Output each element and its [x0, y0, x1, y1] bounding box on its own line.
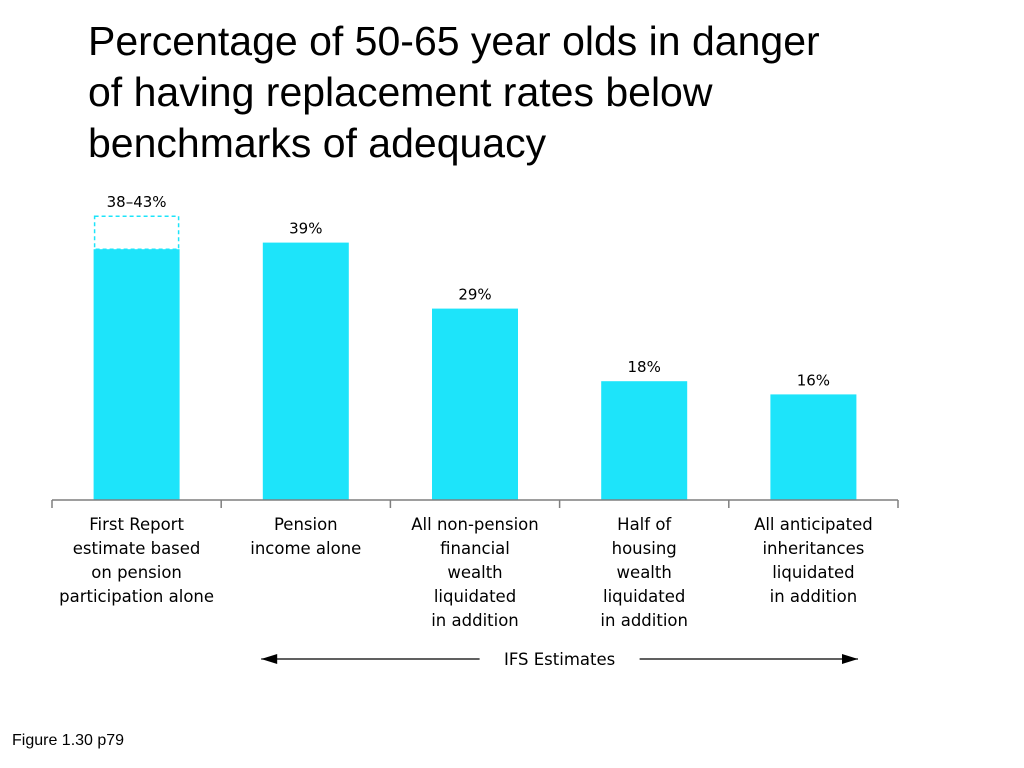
bar-3: [432, 308, 518, 500]
bar-chart: 38–43% First Report estimate based on pensi…: [51, 193, 899, 669]
page-title: Percentage of 50-65 year olds in danger …: [88, 16, 968, 169]
tick-label-1-3: on pension: [91, 563, 182, 582]
tick-label-3-1: All non-pension: [411, 515, 538, 534]
tick-label-5-3: liquidated: [772, 563, 854, 582]
tick-label-2-2: income alone: [250, 539, 361, 558]
tick-label-5-2: inheritances: [762, 539, 864, 558]
tick-label-1-1: First Report: [89, 515, 184, 534]
tick-label-4-4: liquidated: [603, 587, 685, 606]
range-outline-1: [93, 215, 180, 250]
bar-2: [262, 242, 349, 500]
title-line-1: Percentage of 50-65 year olds in danger: [88, 18, 820, 64]
tick-label-5-4: in addition: [770, 587, 858, 606]
tick-label-4-5: in addition: [600, 611, 688, 630]
title-line-3: benchmarks of adequacy: [88, 120, 547, 166]
bracket-arrow-right-icon: [842, 654, 858, 664]
tick-label-5-1: All anticipated: [754, 515, 873, 534]
tick-label-4-1: Half of: [617, 515, 672, 534]
data-label-3: 29%: [458, 286, 491, 304]
figure-caption: Figure 1.30 p79: [12, 732, 125, 749]
tick-label-1-2: estimate based: [73, 539, 201, 558]
data-label-4: 18%: [628, 358, 661, 376]
tick-label-1-4: participation alone: [59, 587, 214, 606]
data-label-2: 39%: [289, 220, 322, 238]
data-label-5: 16%: [797, 371, 830, 389]
tick-label-3-4: liquidated: [434, 587, 516, 606]
tick-label-2-1: Pension: [274, 515, 338, 534]
bracket-arrow-left-icon: [261, 654, 278, 664]
bar-1: [93, 249, 180, 500]
bar-5: [770, 394, 857, 500]
tick-label-3-5: in addition: [431, 611, 519, 630]
bracket-label: IFS Estimates: [504, 650, 615, 669]
title-line-2: of having replacement rates below: [88, 69, 713, 115]
data-label-1: 38–43%: [107, 193, 167, 211]
tick-label-4-3: wealth: [617, 563, 672, 582]
tick-label-4-2: housing: [612, 539, 677, 558]
tick-label-3-2: financial: [440, 539, 510, 558]
tick-label-3-3: wealth: [447, 563, 502, 582]
bar-4: [601, 381, 688, 500]
